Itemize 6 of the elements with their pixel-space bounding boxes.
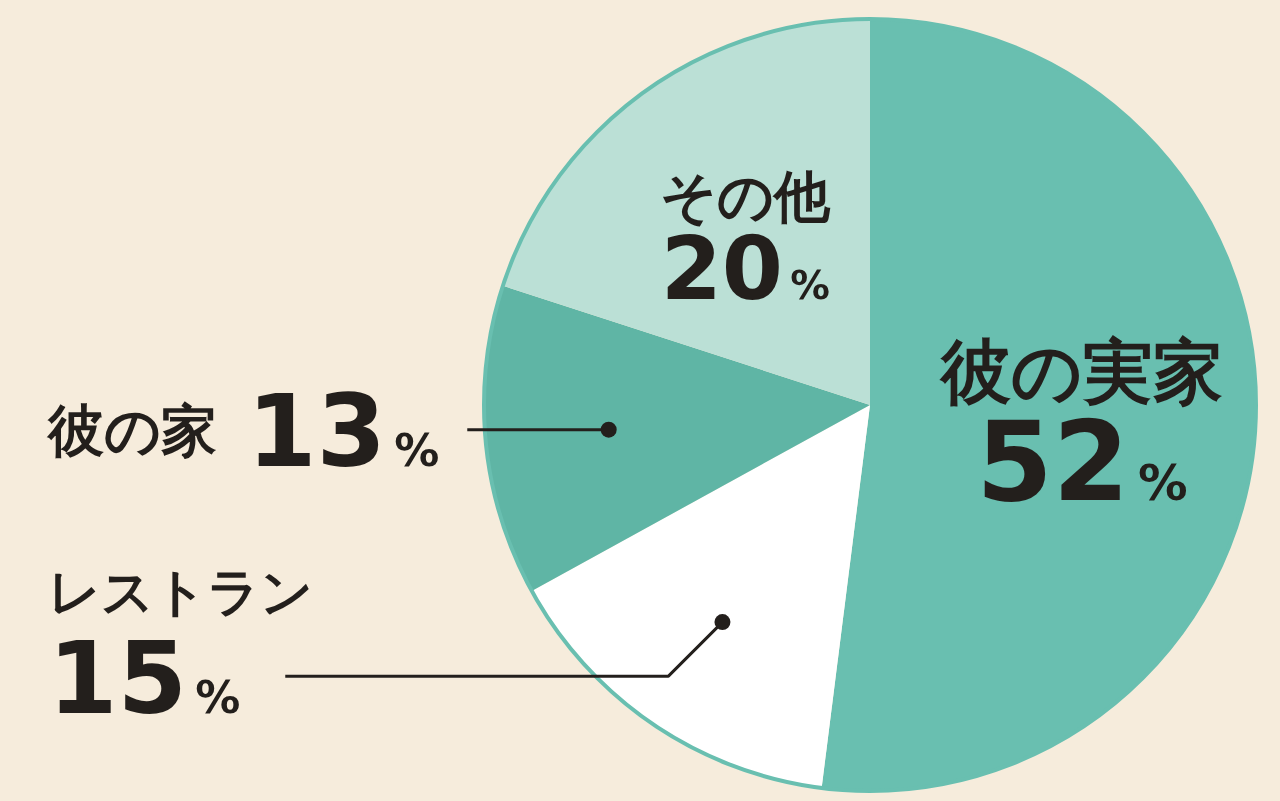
slice-label: レストラン [48, 561, 313, 622]
pie-slice [531, 405, 870, 788]
data-label: 13% [247, 373, 440, 491]
pie-slice [502, 19, 870, 405]
data-label: 15% [48, 619, 241, 737]
slice-label: 彼の家 [46, 397, 217, 463]
